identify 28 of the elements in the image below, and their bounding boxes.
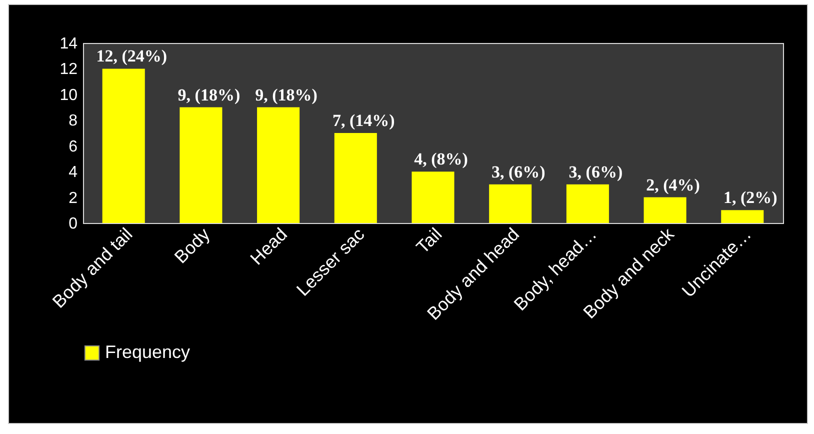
- data-label: 7, (14%): [332, 111, 395, 130]
- data-label: 9, (18%): [178, 85, 240, 104]
- bar: [334, 133, 377, 223]
- bar: [489, 184, 532, 223]
- data-label: 9, (18%): [255, 85, 318, 104]
- bar: [412, 172, 454, 223]
- data-label: 4, (8%): [414, 150, 468, 169]
- data-label: 12, (24%): [96, 46, 168, 66]
- y-tick-label: 4: [68, 164, 78, 182]
- y-tick-label: 0: [68, 216, 78, 232]
- y-tick-label: 6: [68, 138, 78, 156]
- data-label: 3, (6%): [491, 162, 546, 182]
- data-label: 2, (4%): [646, 175, 700, 194]
- bar: [644, 197, 686, 223]
- bar: [721, 210, 764, 223]
- y-tick-label: 14: [60, 36, 78, 52]
- y-tick-label: 10: [60, 86, 78, 104]
- data-label: 3, (6%): [568, 162, 623, 182]
- y-tick-label: 2: [68, 190, 78, 207]
- y-tick-label: 12: [60, 61, 78, 78]
- bar: [180, 107, 222, 223]
- data-label: 1, (2%): [723, 188, 778, 208]
- x-tick-label: Tail: [412, 224, 446, 258]
- bar: [257, 107, 300, 223]
- bar: [566, 184, 609, 223]
- bar: [102, 68, 145, 223]
- legend-label: Frequency: [105, 342, 190, 362]
- y-tick-label: 8: [68, 112, 78, 130]
